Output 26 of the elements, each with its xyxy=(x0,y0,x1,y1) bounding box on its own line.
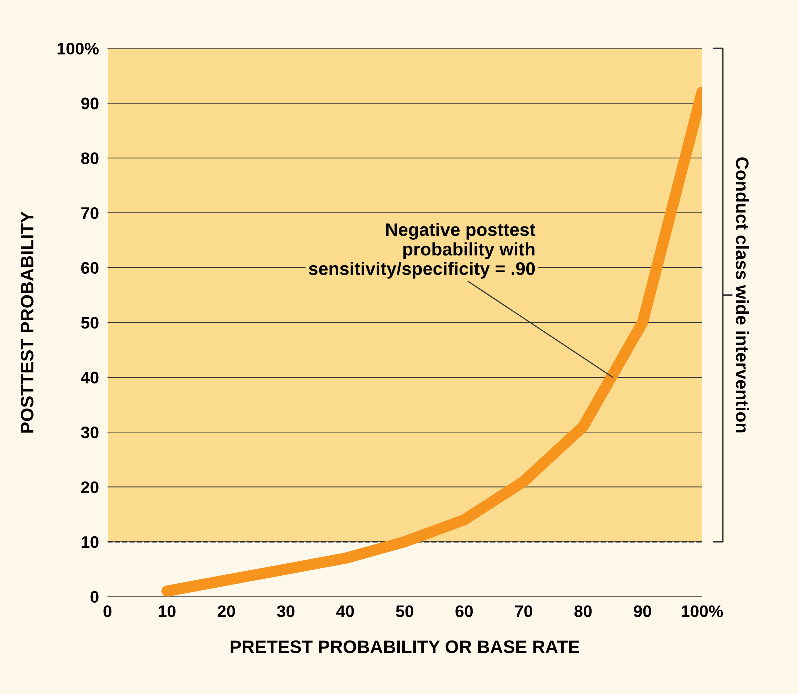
x-axis-title: PRETEST PROBABILITY OR BASE RATE xyxy=(230,640,580,654)
y-tick-label: 10 xyxy=(82,536,99,548)
y-tick-label: 80 xyxy=(81,152,99,164)
y-tick-label: 0 xyxy=(90,591,99,604)
y-tick-label: 60 xyxy=(81,262,99,274)
band-label: Conduct class wide intervention xyxy=(736,158,750,433)
x-tick-label: 100% xyxy=(682,606,724,618)
x-tick-label: 30 xyxy=(277,606,295,618)
y-tick-label: 50 xyxy=(81,317,99,329)
y-tick-label: 100% xyxy=(58,42,99,55)
y-tick-label: 30 xyxy=(81,426,99,439)
x-tick-label: 40 xyxy=(336,606,354,618)
x-tick-label: 0 xyxy=(104,606,112,618)
y-tick-label: 70 xyxy=(82,207,99,220)
y-tick-label: 90 xyxy=(81,98,99,110)
y-tick-label: 40 xyxy=(81,372,99,384)
y-tick-label: 20 xyxy=(81,482,99,494)
x-tick-label: 70 xyxy=(515,606,532,618)
x-tick-label: 80 xyxy=(574,606,592,618)
x-tick-label: 50 xyxy=(396,606,414,618)
x-tick-label: 90 xyxy=(634,606,652,618)
x-tick-label: 60 xyxy=(456,606,474,618)
annotation: Negative posttest probability with sensitivity/specificity = .90 xyxy=(309,223,536,279)
x-tick-label: 20 xyxy=(218,606,236,618)
x-tick-label: 10 xyxy=(158,606,176,618)
y-axis-title: POSTTEST PROBABILITY xyxy=(20,212,34,433)
